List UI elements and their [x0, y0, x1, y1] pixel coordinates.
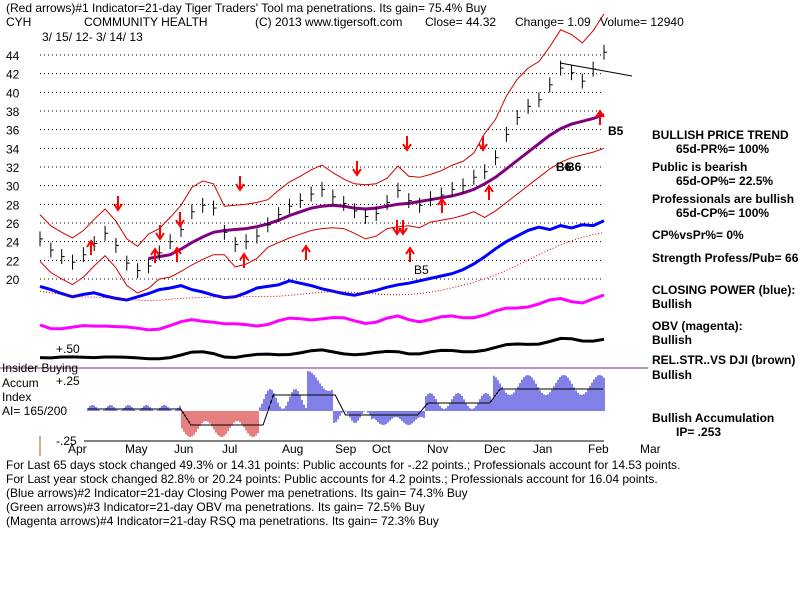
upper-band-line: [39, 13, 605, 247]
indicator-1-line: (Red arrows)#1 Indicator=21-day Tiger Tr…: [6, 1, 487, 15]
sell-arrowhead: [402, 143, 412, 152]
price-trend-title: BULLISH PRICE TREND: [652, 128, 789, 142]
y-tick-label: 36: [6, 124, 20, 138]
x-tick-label: Jan: [533, 442, 552, 456]
change-value: Change= 1.09: [515, 15, 591, 29]
buy-arrowhead: [405, 246, 415, 255]
buy-arrowhead: [301, 244, 311, 253]
x-tick-label: Sep: [335, 442, 357, 456]
strength-ratio: Strength Profess/Pub= 66: [652, 251, 799, 265]
x-tick-label: Dec: [484, 442, 505, 456]
copyright-text: (C) 2013 www.tigersoft.com: [255, 15, 403, 29]
y-tick-label: 32: [6, 161, 20, 175]
closing-power-status: Bullish: [652, 297, 693, 311]
closing-power-ma: [39, 231, 605, 302]
sell-arrowhead: [352, 168, 362, 177]
minus25-label: -.25: [56, 434, 77, 448]
buy-arrowhead: [239, 252, 249, 261]
x-tick-label: Jul: [222, 442, 237, 456]
price-series: [39, 13, 633, 294]
company-name: COMMUNITY HEALTH: [84, 15, 208, 29]
professionals-label: Professionals are bullish: [652, 192, 795, 206]
indicator-panels: [39, 219, 605, 437]
relstr-line: [39, 336, 605, 361]
ai-score: AI= 165/200: [2, 404, 68, 418]
signal-b5-bottom: B5: [414, 263, 429, 277]
resistance-trendline: [559, 62, 633, 77]
lower-band-line: [39, 147, 605, 294]
x-tick-label: Jun: [174, 442, 193, 456]
y-tick-label: 30: [6, 180, 20, 194]
y-tick-label: 34: [6, 142, 20, 156]
sell-arrowhead: [478, 143, 488, 152]
volume-value: Volume= 12940: [600, 15, 684, 29]
footer-year: For Last year stock changed 82.8% or 20.…: [6, 472, 658, 486]
signal-b5-top: B5: [608, 124, 624, 138]
index-label: Index: [2, 390, 32, 404]
signal-b6: B6: [556, 160, 572, 174]
chart-grid: [0, 54, 648, 456]
y-tick-label: 42: [6, 68, 20, 82]
public-label: Public is bearish: [652, 160, 748, 174]
footer-magenta-arrows: (Magenta arrows)#4 Indicator=21-day RSQ …: [6, 514, 439, 528]
x-tick-label: Mar: [640, 442, 661, 456]
plus50-label: +.50: [56, 342, 80, 356]
sell-arrowhead: [155, 232, 165, 241]
accumulation-title: Bullish Accumulation: [652, 411, 775, 425]
relstr-status: Bullish: [652, 368, 693, 382]
insider-buying-label: Insider Buying: [2, 361, 79, 375]
cp-percent: 65d-CP%= 100%: [676, 206, 770, 220]
y-tick-label: 22: [6, 254, 20, 268]
plus25-label: +.25: [56, 374, 80, 388]
pr-percent: 65d-PR%= 100%: [676, 142, 770, 156]
footer-blue-arrows: (Blue arrows)#2 Indicator=21-day Closing…: [6, 486, 468, 500]
x-tick-label: May: [125, 442, 148, 456]
axis-labels: 20 22 24 26 28 30 32 34 36 38 40 42 44 Apr May Jun Jul Au…: [6, 49, 661, 456]
buy-arrowhead: [172, 246, 182, 255]
signal-arrows: [86, 109, 605, 268]
sell-arrowhead: [175, 219, 185, 228]
x-tick-label: Feb: [588, 442, 609, 456]
buy-arrowhead: [86, 239, 96, 248]
buy-arrowhead: [150, 247, 160, 256]
close-value: Close= 44.32: [425, 15, 497, 29]
signal-b6-second: B6: [566, 160, 582, 174]
closing-power-title: CLOSING POWER (blue):: [652, 283, 796, 297]
x-tick-label: Apr: [68, 442, 87, 456]
buy-arrowhead: [484, 184, 494, 193]
y-tick-label: 20: [6, 273, 20, 287]
sell-arrowhead: [235, 183, 245, 192]
x-tick-label: Aug: [282, 442, 303, 456]
ma-21-line: [148, 113, 605, 260]
date-range: 3/ 15/ 12- 3/ 14/ 13: [42, 30, 143, 44]
ip-value: IP= .253: [676, 425, 722, 439]
y-tick-label: 28: [6, 198, 20, 212]
x-tick-label: Oct: [372, 442, 391, 456]
accum-label: Accum: [2, 376, 39, 390]
sell-arrowhead: [113, 203, 123, 212]
op-percent: 65d-OP%= 22.5%: [676, 174, 774, 188]
y-tick-label: 38: [6, 105, 20, 119]
footer-green-arrows: (Green arrows)#3 Indicator=21-day OBV ma…: [6, 500, 425, 514]
obv-title: OBV (magenta):: [652, 319, 743, 333]
relstr-title: REL.STR..VS DJI (brown): [652, 353, 796, 367]
accum-ma-line: [88, 388, 603, 426]
sell-arrowhead: [398, 227, 408, 236]
ticker-symbol: CYH: [6, 15, 32, 29]
x-tick-label: Nov: [427, 442, 448, 456]
y-tick-label: 26: [6, 217, 20, 231]
y-tick-label: 44: [6, 49, 20, 63]
y-tick-label: 24: [6, 236, 20, 250]
obv-status: Bullish: [652, 333, 693, 347]
y-tick-label: 40: [6, 86, 20, 100]
closing-power-line: [39, 219, 605, 302]
footer-65day: For Last 65 days stock changed 49.3% or …: [6, 458, 681, 472]
obv-line: [39, 293, 605, 332]
buy-arrowhead: [437, 197, 447, 206]
buy-arrowhead: [595, 109, 605, 118]
cp-vs-pr: CP%vsPr%= 0%: [652, 228, 744, 242]
